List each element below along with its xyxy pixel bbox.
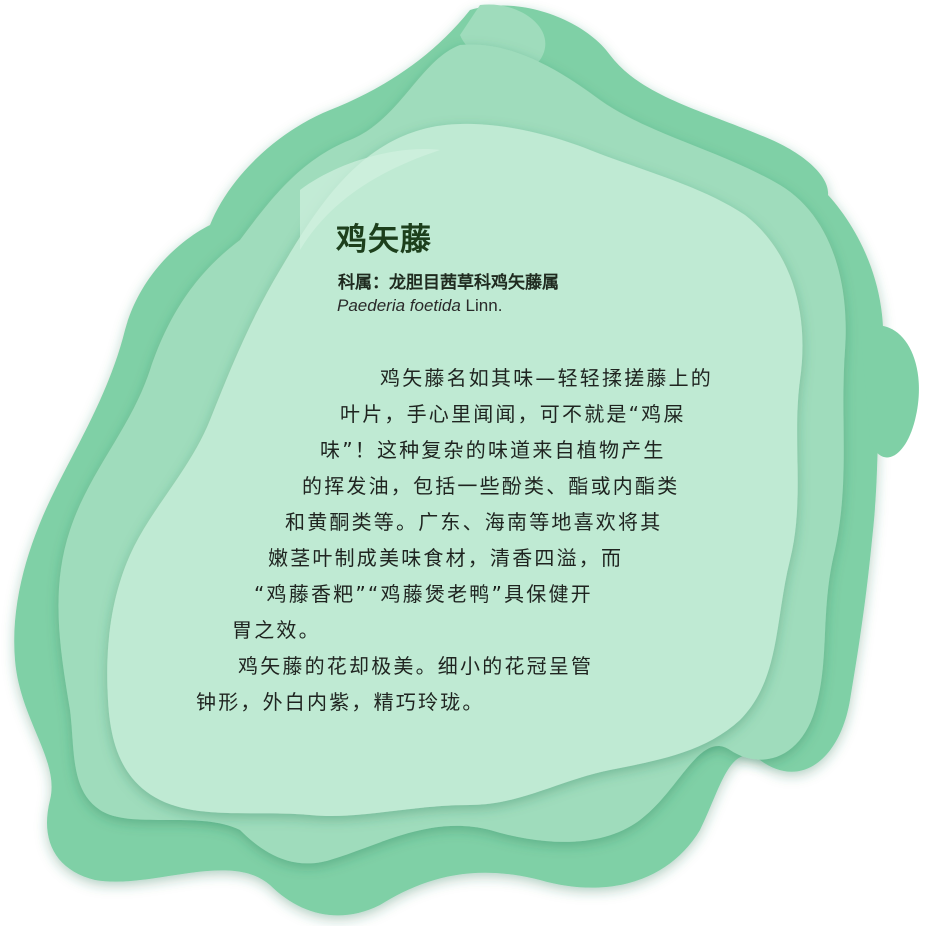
latin-author: Linn. (461, 296, 503, 315)
body-line: 嫩茎叶制成美味食材，清香四溢，而 (268, 542, 623, 571)
body-line: 的挥发油，包括一些酚类、酯或内酯类 (302, 470, 679, 499)
body-line: 和黄酮类等。广东、海南等地喜欢将其 (285, 506, 662, 535)
body-line: 叶片，手心里闻闻，可不就是“鸡屎 (340, 398, 686, 427)
body-line: 味”！这种复杂的味道来自植物产生 (320, 434, 666, 463)
body-line: “鸡藤香粑”“鸡藤煲老鸭”具保健开 (254, 578, 593, 607)
body-line: 鸡矢藤名如其味—轻轻揉搓藤上的 (380, 362, 713, 391)
plant-title: 鸡矢藤 (336, 214, 432, 259)
plant-family-line: 科属：龙胆目茜草科鸡矢藤属 (338, 268, 559, 293)
body-line: 胃之效。 (232, 614, 321, 643)
plant-latin-name: Paederia foetida Linn. (337, 296, 502, 316)
body-line: 钟形，外白内紫，精巧玲珑。 (196, 686, 485, 715)
latin-binomial: Paederia foetida (337, 296, 461, 315)
body-line: 鸡矢藤的花却极美。细小的花冠呈管 (238, 650, 593, 679)
